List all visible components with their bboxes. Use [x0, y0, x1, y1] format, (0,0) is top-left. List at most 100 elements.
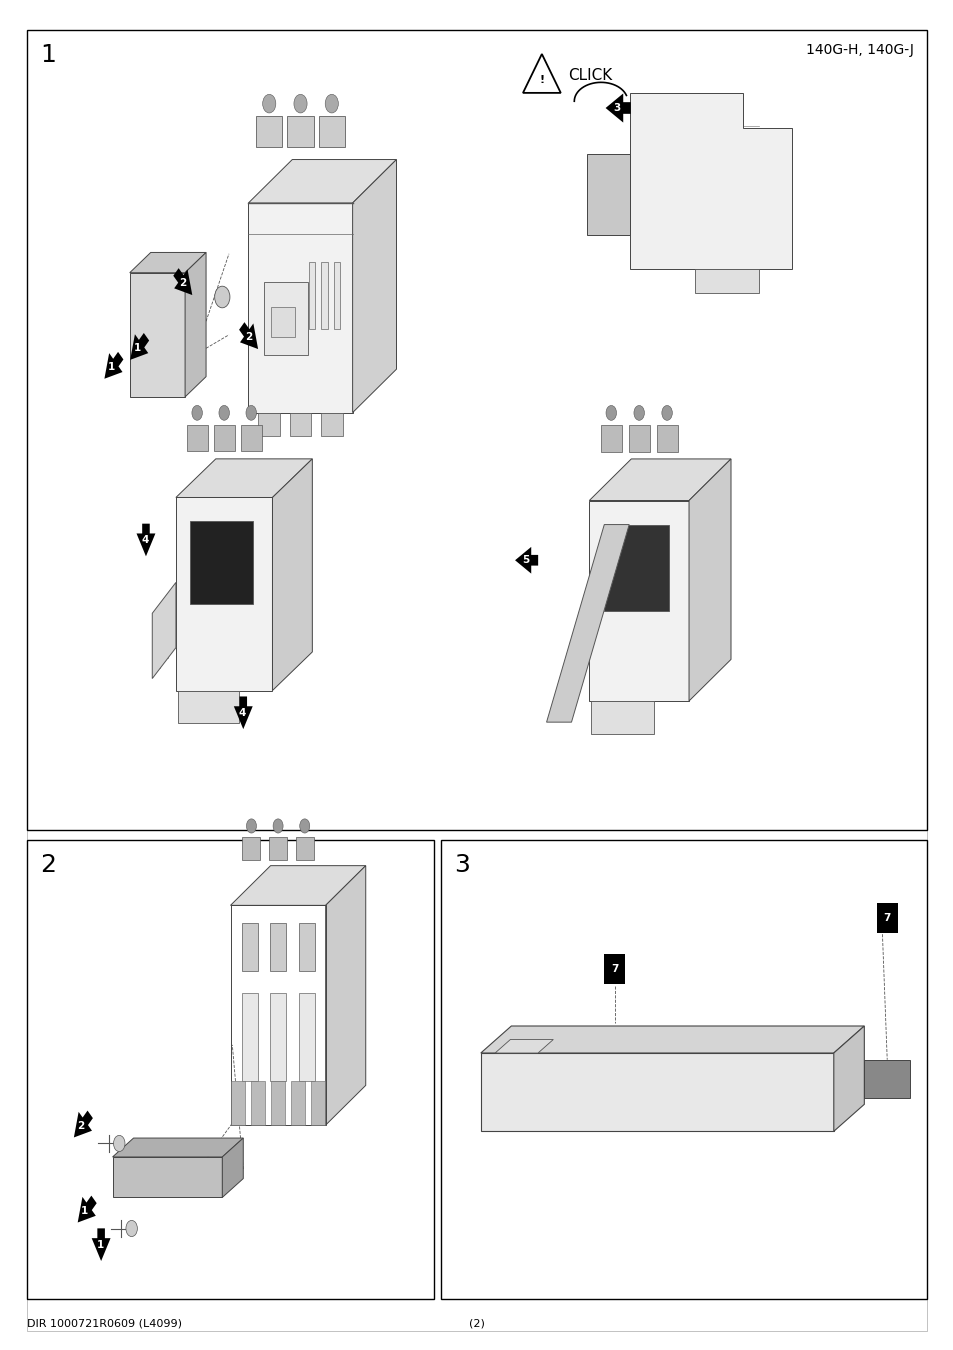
Text: 2: 2	[77, 1120, 85, 1131]
Text: 4: 4	[141, 535, 149, 545]
Text: 7: 7	[611, 964, 618, 975]
Bar	[270, 994, 286, 1081]
Bar	[876, 903, 897, 933]
Bar	[271, 308, 294, 336]
Bar	[309, 262, 314, 329]
Bar	[255, 116, 282, 147]
Circle shape	[214, 286, 230, 308]
Bar	[251, 1081, 265, 1125]
Bar	[291, 1081, 305, 1125]
Polygon shape	[546, 525, 629, 722]
Circle shape	[126, 1220, 137, 1237]
Polygon shape	[73, 1111, 92, 1138]
Polygon shape	[248, 202, 353, 413]
Text: 1: 1	[108, 362, 115, 373]
Polygon shape	[112, 1157, 222, 1197]
Bar	[334, 262, 340, 329]
Polygon shape	[586, 154, 629, 235]
Text: 2: 2	[179, 278, 187, 289]
Bar	[320, 413, 342, 436]
Text: 4: 4	[238, 707, 246, 718]
Bar	[295, 837, 314, 860]
Text: 5: 5	[521, 555, 529, 566]
Polygon shape	[688, 459, 730, 701]
Polygon shape	[130, 333, 149, 360]
Circle shape	[633, 405, 644, 420]
Bar	[604, 954, 625, 984]
Polygon shape	[522, 54, 560, 93]
Bar	[241, 994, 257, 1081]
Polygon shape	[589, 459, 730, 501]
Polygon shape	[589, 501, 688, 701]
Polygon shape	[222, 1138, 243, 1197]
Text: DIR 1000721R0609 (L4099): DIR 1000721R0609 (L4099)	[27, 1319, 181, 1328]
Bar	[298, 923, 314, 971]
Polygon shape	[185, 252, 206, 397]
Polygon shape	[136, 524, 155, 556]
Bar	[258, 413, 280, 436]
Bar	[191, 521, 253, 603]
Circle shape	[299, 819, 310, 833]
Bar	[264, 282, 308, 355]
Polygon shape	[104, 352, 123, 379]
Bar	[270, 923, 286, 971]
Polygon shape	[91, 1228, 111, 1261]
Text: 1: 1	[40, 43, 56, 68]
Circle shape	[246, 819, 256, 833]
Circle shape	[262, 95, 275, 113]
Bar	[289, 413, 311, 436]
Polygon shape	[863, 1060, 909, 1098]
Bar	[27, 30, 926, 830]
Bar	[241, 923, 257, 971]
Text: (2): (2)	[469, 1319, 484, 1328]
Polygon shape	[175, 497, 273, 691]
Bar	[298, 994, 314, 1081]
Bar	[213, 425, 234, 451]
Polygon shape	[605, 93, 630, 123]
Text: CLICK: CLICK	[567, 68, 611, 84]
Text: 1: 1	[133, 343, 141, 354]
Bar	[271, 1081, 285, 1125]
Polygon shape	[833, 1026, 863, 1131]
Text: 2: 2	[245, 332, 253, 343]
Polygon shape	[629, 93, 791, 269]
Polygon shape	[130, 273, 185, 397]
Bar	[440, 840, 926, 1299]
Polygon shape	[175, 459, 312, 497]
Text: 1: 1	[81, 1206, 89, 1216]
Polygon shape	[495, 1040, 553, 1053]
Polygon shape	[231, 865, 365, 906]
Bar	[240, 425, 261, 451]
Bar	[187, 425, 208, 451]
Circle shape	[325, 95, 338, 113]
Bar	[177, 691, 238, 724]
Polygon shape	[273, 459, 312, 691]
Polygon shape	[233, 697, 253, 729]
Bar	[591, 701, 654, 733]
Polygon shape	[480, 1053, 833, 1131]
Bar	[311, 1081, 325, 1125]
Polygon shape	[515, 547, 537, 574]
Bar	[600, 425, 621, 451]
Text: !: !	[538, 74, 544, 85]
Bar	[318, 116, 345, 147]
Polygon shape	[112, 1138, 243, 1157]
Bar	[287, 116, 314, 147]
Bar	[242, 837, 260, 860]
Circle shape	[294, 95, 307, 113]
Polygon shape	[152, 582, 175, 679]
Bar	[321, 262, 327, 329]
Polygon shape	[239, 323, 258, 350]
Polygon shape	[325, 865, 365, 1125]
Bar	[231, 906, 325, 1125]
Circle shape	[113, 1135, 125, 1152]
Bar	[231, 1081, 245, 1125]
Bar	[656, 425, 677, 451]
Text: 140G-H, 140G-J: 140G-H, 140G-J	[805, 43, 913, 57]
Circle shape	[605, 405, 616, 420]
Polygon shape	[480, 1026, 863, 1053]
Polygon shape	[130, 252, 206, 273]
Bar	[628, 425, 649, 451]
Polygon shape	[173, 269, 193, 296]
Bar	[269, 837, 287, 860]
